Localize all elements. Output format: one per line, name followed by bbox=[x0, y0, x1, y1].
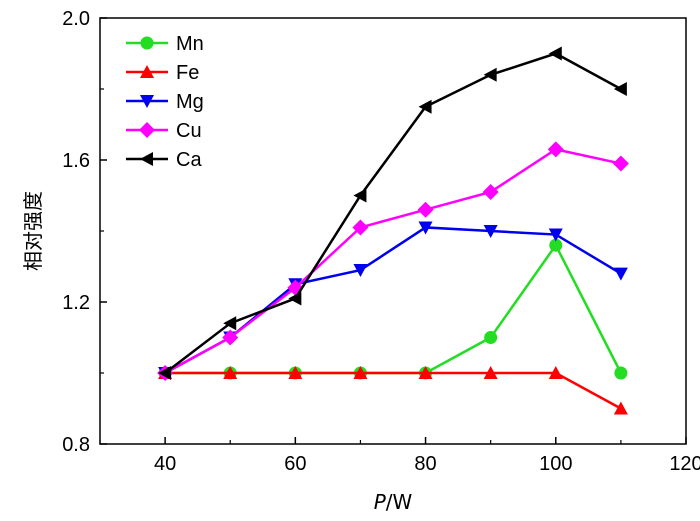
data-point-fe bbox=[418, 366, 433, 379]
data-point-mg bbox=[548, 228, 563, 242]
series-line-mn bbox=[165, 242, 623, 375]
legend-item-mg: Mg bbox=[126, 91, 204, 113]
data-point-ca bbox=[158, 366, 172, 380]
y-axis-title: 相对强度 bbox=[21, 191, 45, 271]
legend-marker bbox=[140, 65, 154, 78]
x-tick-label: 100 bbox=[539, 453, 572, 475]
axis-ticks: 40 60 80 100 120 0.8 1.2 1.6 2.0 bbox=[62, 8, 700, 475]
x-tick-label: 40 bbox=[154, 453, 176, 475]
data-point-mg bbox=[613, 267, 628, 281]
legend-marker bbox=[139, 122, 155, 138]
x-tick-label: 80 bbox=[414, 453, 436, 475]
data-point-mg bbox=[418, 221, 433, 235]
data-point-cu bbox=[547, 141, 564, 158]
data-point-fe bbox=[353, 366, 368, 379]
data-point-cu bbox=[352, 219, 369, 236]
data-point-ca bbox=[548, 46, 562, 61]
legend-marker bbox=[140, 152, 153, 166]
y-tick-label: 1.6 bbox=[62, 150, 90, 172]
data-point-ca bbox=[288, 291, 302, 306]
x-tick-label: 60 bbox=[284, 453, 306, 475]
data-point-ca bbox=[483, 67, 497, 82]
y-tick-label: 1.2 bbox=[62, 292, 90, 314]
data-point-ca bbox=[353, 188, 367, 203]
x-axis-title-variable: P bbox=[374, 490, 387, 514]
x-tick-label: 120 bbox=[669, 453, 700, 475]
series-line-fe bbox=[165, 371, 622, 410]
series-line-ca bbox=[164, 52, 622, 374]
series-ca bbox=[158, 46, 627, 380]
data-point-cu bbox=[222, 329, 239, 346]
data-point-ca bbox=[223, 316, 237, 331]
data-point-fe bbox=[223, 366, 238, 379]
series-line-cu bbox=[164, 148, 622, 375]
series-cu bbox=[157, 141, 629, 381]
data-point-fe bbox=[613, 401, 628, 415]
data-point-fe bbox=[288, 366, 303, 379]
legend-label: Mg bbox=[176, 91, 204, 113]
series-mn bbox=[158, 238, 628, 380]
data-point-cu bbox=[417, 201, 434, 218]
x-axis-title: P/W bbox=[374, 490, 413, 514]
data-point-fe bbox=[483, 366, 498, 379]
data-point-mn bbox=[549, 238, 563, 252]
data-point-mg bbox=[483, 225, 498, 238]
legend-item-mn: Mn bbox=[126, 33, 204, 55]
legend-marker bbox=[140, 36, 154, 50]
data-point-fe bbox=[548, 366, 563, 379]
series-fe bbox=[158, 366, 628, 415]
data-point-cu bbox=[482, 183, 499, 200]
x-axis-title-unit: /W bbox=[386, 490, 413, 514]
legend-item-ca: Ca bbox=[126, 149, 202, 171]
data-point-mg bbox=[353, 264, 368, 278]
legend: Mn Fe Mg Cu Ca bbox=[126, 33, 204, 171]
legend-label: Mn bbox=[176, 33, 204, 55]
legend-label: Cu bbox=[176, 120, 202, 142]
data-point-mn bbox=[484, 331, 498, 344]
data-point-mn bbox=[614, 366, 628, 380]
legend-item-cu: Cu bbox=[126, 120, 202, 142]
y-tick-label: 0.8 bbox=[62, 434, 90, 456]
legend-item-fe: Fe bbox=[126, 62, 199, 84]
y-tick-label: 2.0 bbox=[62, 8, 90, 30]
series-layer bbox=[157, 46, 629, 415]
legend-label: Ca bbox=[176, 149, 202, 171]
legend-marker bbox=[140, 95, 154, 108]
data-point-cu bbox=[612, 155, 629, 172]
legend-label: Fe bbox=[176, 62, 199, 84]
data-point-ca bbox=[613, 82, 627, 96]
data-point-ca bbox=[418, 99, 432, 114]
